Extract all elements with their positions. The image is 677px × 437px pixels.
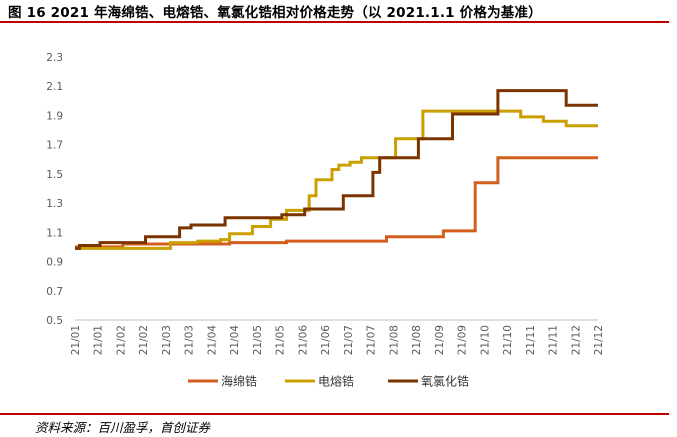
axis-layer: 0.5 0.7 0.9 1.1 1.3 1.5 1.7 1.9 2.1 2.3 21/01 21/01… bbox=[46, 52, 605, 355]
y-tick-label: 1.7 bbox=[46, 140, 63, 152]
source-note: 资料来源：百川盈孚，首创证券 bbox=[35, 420, 211, 435]
series-line-1 bbox=[75, 156, 598, 249]
series-line-2 bbox=[75, 109, 598, 250]
x-tick-label: 21/01 bbox=[70, 325, 82, 355]
y-tick-label: 1.5 bbox=[46, 169, 63, 181]
x-tick-label: 21/12 bbox=[593, 325, 605, 355]
figure-title: 图 16 2021 年海绵锆、电熔锆、氧氯化锆相对价格走势（以 2021.1.1… bbox=[8, 5, 542, 21]
y-tick-label: 2.1 bbox=[46, 81, 63, 93]
x-tick-label: 21/04 bbox=[229, 325, 241, 356]
x-tick-label: 21/06 bbox=[297, 325, 309, 356]
y-tick-label: 1.1 bbox=[46, 227, 63, 239]
x-tick-label: 21/11 bbox=[548, 325, 560, 355]
x-tick-label: 21/07 bbox=[366, 325, 378, 355]
x-tick-label: 21/08 bbox=[388, 325, 400, 355]
x-tick-label: 21/06 bbox=[320, 325, 332, 356]
y-tick-label: 0.7 bbox=[46, 286, 63, 298]
x-tick-label: 21/02 bbox=[115, 325, 127, 355]
x-tick-label: 21/07 bbox=[343, 325, 355, 355]
series-layer bbox=[75, 89, 598, 250]
y-tick-label: 1.9 bbox=[46, 110, 63, 122]
x-tick-label: 21/05 bbox=[275, 325, 287, 355]
source-rule bbox=[0, 413, 669, 415]
series-line-3 bbox=[75, 89, 598, 250]
y-tick-label: 1.3 bbox=[46, 198, 63, 210]
x-tick-label: 21/04 bbox=[206, 325, 218, 356]
legend-label-1: 海绵锆 bbox=[221, 374, 257, 389]
x-tick-label: 21/05 bbox=[252, 325, 264, 355]
legend-label-3: 氧氯化锆 bbox=[421, 375, 469, 389]
x-tick-label: 21/10 bbox=[479, 325, 491, 355]
legend-label-2: 电熔锆 bbox=[318, 374, 354, 389]
x-tick-label: 21/08 bbox=[411, 325, 423, 355]
x-tick-label: 21/03 bbox=[184, 325, 196, 355]
x-tick-label: 21/10 bbox=[502, 325, 514, 355]
x-tick-label: 21/01 bbox=[93, 325, 105, 355]
legend: 海绵锆 电熔锆 氧氯化锆 bbox=[188, 374, 469, 389]
y-tick-label: 0.9 bbox=[46, 257, 63, 269]
y-tick-label: 2.3 bbox=[46, 52, 63, 64]
y-tick-label: 0.5 bbox=[46, 315, 63, 327]
x-tick-label: 21/12 bbox=[570, 325, 582, 355]
x-tick-label: 21/09 bbox=[434, 325, 446, 355]
x-tick-label: 21/09 bbox=[457, 325, 469, 355]
x-tick-label: 21/03 bbox=[161, 325, 173, 355]
x-tick-label: 21/11 bbox=[525, 325, 537, 355]
title-rule bbox=[0, 21, 669, 23]
x-tick-label: 21/02 bbox=[138, 325, 150, 355]
